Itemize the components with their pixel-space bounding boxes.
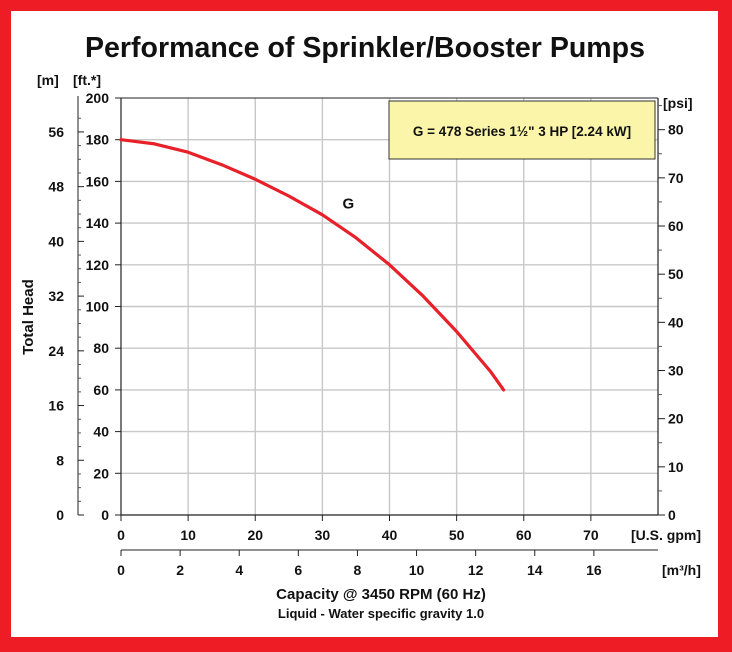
x-m3h-tick-label: 0 [117,562,125,578]
x-gpm-tick-label: 30 [315,527,331,543]
y-psi-tick-label: 0 [668,507,676,523]
y-psi-tick-label: 10 [668,459,684,475]
y-psi-unit: [psi] [663,95,693,111]
x-gpm-tick-label: 0 [117,527,125,543]
y-ft-tick-label: 160 [86,173,110,189]
x-m3h-tick-label: 6 [294,562,302,578]
y-m-tick-label: 24 [48,343,64,359]
series-label: G [343,196,355,213]
chart-panel: Performance of Sprinkler/Booster Pumps 0… [11,11,718,637]
y-m-tick-label: 56 [48,124,64,140]
x-gpm-tick-label: 20 [247,527,263,543]
x-gpm-tick-label: 50 [449,527,465,543]
y-psi-tick-label: 30 [668,363,684,379]
legend-box [388,100,656,160]
y-psi-tick-label: 70 [668,170,684,186]
y-ft-tick-label: 180 [86,132,110,148]
y-psi-tick-label: 40 [668,314,684,330]
y-psi-tick-label: 20 [668,411,684,427]
y-ft-tick-label: 0 [101,507,109,523]
x-gpm-tick-label: 40 [382,527,398,543]
y-ft-tick-label: 140 [86,215,110,231]
y-psi-tick-label: 80 [668,122,684,138]
x-gpm-unit: [U.S. gpm] [631,527,701,543]
axes: 020406080100120140160180200[ft.*]0816243… [37,72,701,578]
y-ft-tick-label: 20 [93,465,109,481]
x-gpm-tick-label: 60 [516,527,532,543]
y-ft-tick-label: 100 [86,299,110,315]
legend-text: G = 478 Series 1½" 3 HP [2.24 kW] [413,124,631,139]
y-m-tick-label: 8 [56,452,64,468]
y-ft-tick-label: 200 [86,90,110,106]
x-m3h-unit: [m³/h] [662,562,701,578]
y-ft-tick-label: 80 [93,340,109,356]
y-axis-title: Total Head [20,279,37,355]
y-ft-tick-label: 60 [93,382,109,398]
performance-chart: Performance of Sprinkler/Booster Pumps 0… [20,32,701,621]
x-m3h-tick-label: 12 [468,562,484,578]
x-gpm-tick-label: 70 [583,527,599,543]
y-m-tick-label: 32 [48,288,64,304]
y-ft-tick-label: 120 [86,257,110,273]
x-axis-title: Capacity @ 3450 RPM (60 Hz) [276,586,486,603]
series-layer: G [119,138,506,392]
y-m-tick-label: 0 [56,507,64,523]
series-line-G [119,138,506,392]
x-gpm-tick-label: 10 [180,527,196,543]
y-ft-unit: [ft.*] [73,72,101,88]
x-m3h-tick-label: 8 [354,562,362,578]
chart-title: Performance of Sprinkler/Booster Pumps [85,32,645,64]
x-m3h-tick-label: 16 [586,562,602,578]
x-m3h-tick-label: 14 [527,562,543,578]
y-m-tick-label: 40 [48,233,64,249]
chart-subtitle: Liquid - Water specific gravity 1.0 [278,606,484,621]
x-m3h-tick-label: 2 [176,562,184,578]
y-m-unit: [m] [37,72,59,88]
y-psi-tick-label: 60 [668,218,684,234]
y-ft-tick-label: 40 [93,424,109,440]
x-m3h-tick-label: 10 [409,562,425,578]
legend: G = 478 Series 1½" 3 HP [2.24 kW] [388,100,656,160]
x-m3h-tick-label: 4 [235,562,243,578]
y-m-tick-label: 48 [48,179,64,195]
y-psi-tick-label: 50 [668,266,684,282]
y-m-tick-label: 16 [48,398,64,414]
grid [121,98,658,515]
